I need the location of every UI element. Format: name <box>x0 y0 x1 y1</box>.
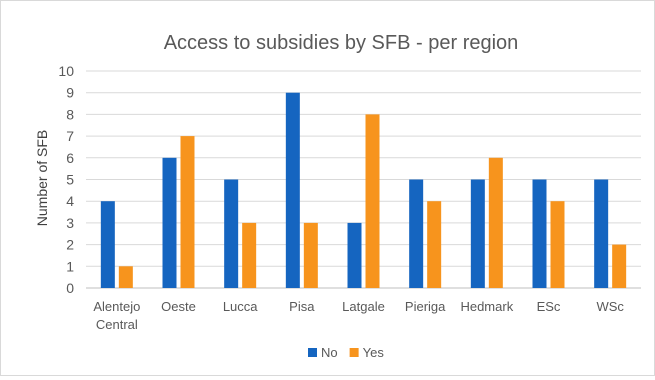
bar-no <box>162 157 177 288</box>
x-tick-label: Lucca <box>223 299 258 314</box>
bar-yes <box>118 266 133 288</box>
chart-title: Access to subsidies by SFB - per region <box>164 32 519 54</box>
bar-no <box>347 222 362 288</box>
x-tick-label: Oeste <box>161 299 196 314</box>
y-tick-labels: 0 1 2 3 4 5 6 7 8 9 10 <box>58 63 74 296</box>
bar-yes <box>427 201 442 288</box>
bar-no <box>532 179 547 288</box>
x-tick-label: Alentejo <box>93 299 140 314</box>
y-tick-label: 1 <box>66 258 74 274</box>
y-tick-label: 2 <box>66 237 74 253</box>
bar-yes <box>180 136 195 288</box>
bar-yes <box>303 222 318 288</box>
y-tick-label: 6 <box>66 150 74 166</box>
bar-no <box>285 92 300 288</box>
bar-yes <box>612 244 627 288</box>
y-axis-label: Number of SFB <box>34 130 50 226</box>
legend-swatch-yes <box>349 348 359 357</box>
legend: No Yes <box>308 345 384 360</box>
bar-no <box>224 179 239 288</box>
x-tick-label: Pieriga <box>405 299 446 314</box>
x-tick-label: Central <box>96 317 138 332</box>
bar-no <box>100 201 115 288</box>
gridlines <box>86 70 641 289</box>
legend-label-no: No <box>321 345 338 360</box>
bars <box>100 92 627 289</box>
y-tick-label: 3 <box>66 215 74 231</box>
bar-yes <box>550 201 565 288</box>
bar-no <box>470 179 485 288</box>
bar-yes <box>488 157 503 288</box>
x-tick-label: Latgale <box>342 299 385 314</box>
y-tick-label: 0 <box>66 280 74 296</box>
y-tick-label: 4 <box>66 193 74 209</box>
legend-label-yes: Yes <box>363 345 385 360</box>
bar-yes <box>242 222 257 288</box>
x-tick-label: WSc <box>596 299 624 314</box>
legend-swatch-no <box>308 348 317 357</box>
y-tick-label: 8 <box>66 106 74 122</box>
x-tick-label: Hedmark <box>460 299 513 314</box>
bar-no <box>594 179 609 288</box>
x-tick-label: ESc <box>537 299 561 314</box>
y-tick-label: 5 <box>66 172 74 188</box>
x-tick-labels: Alentejo Central Oeste Lucca Pisa Latgale Pier… <box>93 299 624 332</box>
y-tick-label: 9 <box>66 85 74 101</box>
bar-yes <box>365 114 380 289</box>
bar-no <box>409 179 424 288</box>
y-tick-label: 10 <box>58 63 74 79</box>
y-tick-label: 7 <box>66 128 74 144</box>
x-tick-label: Pisa <box>289 299 315 314</box>
